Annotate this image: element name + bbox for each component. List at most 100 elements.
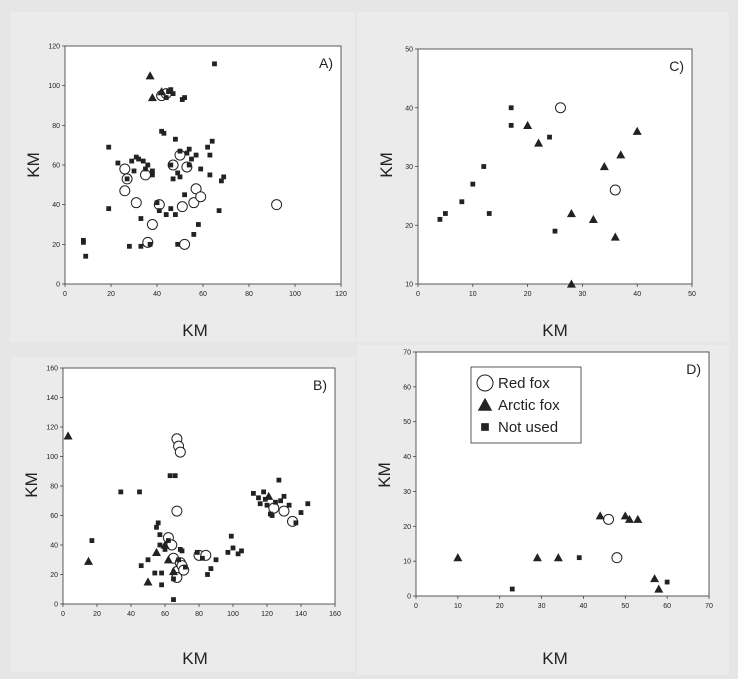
- panel-b-point-not-used: [264, 502, 270, 508]
- panel-d-x-tick-label: 40: [580, 603, 588, 610]
- panel-a-point-not-used: [175, 241, 181, 247]
- panel-c-point-red-fox: [609, 184, 621, 196]
- panel-d-point-red-fox: [611, 552, 623, 564]
- panel-d-x-tick-label: 70: [705, 603, 713, 610]
- panel-d-point-arctic-fox: [620, 511, 630, 520]
- panel-d-y-tick-label: 30: [403, 489, 411, 496]
- panel-b-y-tick-label: 160: [46, 366, 58, 373]
- panel-b-x-tick-label: 100: [227, 611, 239, 618]
- panel-c-point-not-used: [470, 181, 476, 187]
- panel-b-point-not-used: [228, 533, 234, 539]
- panel-a-label: A): [319, 55, 333, 71]
- legend-marker-red-fox: [476, 374, 494, 392]
- panel-c-y-tick-label: 40: [405, 105, 413, 112]
- panel-d-point-arctic-fox: [595, 511, 605, 520]
- panel-a-point-not-used: [163, 212, 169, 217]
- panel-b-point-not-used: [138, 563, 144, 569]
- panel-d-point-not-used: [576, 555, 582, 561]
- panel-a-point-red-fox: [179, 238, 191, 250]
- panel-a-point-not-used: [205, 144, 210, 150]
- panel-b-y-tick-label: 120: [46, 425, 58, 432]
- panel-b-point-not-used: [213, 557, 219, 563]
- panel-b-y-tick-label: 140: [46, 395, 58, 402]
- panel-b-point-red-fox: [278, 505, 290, 517]
- panel-b-point-not-used: [159, 570, 164, 576]
- panel-a-x-tick-label: 0: [63, 291, 67, 298]
- panel-d-x-tick-label: 20: [496, 603, 504, 610]
- panel-a-point-not-used: [173, 212, 178, 217]
- panel-c-point-not-used: [437, 216, 443, 222]
- panel-d-point-arctic-fox: [553, 553, 563, 562]
- panel-c-x-tick-label: 10: [469, 291, 477, 298]
- panel-a-x-axis-title: KM: [182, 321, 208, 340]
- panel-a-point-not-used: [147, 241, 153, 247]
- panel-b-point-not-used: [276, 477, 282, 483]
- panel-b-point-not-used: [137, 489, 142, 495]
- panel-d-x-tick-label: 30: [538, 603, 546, 610]
- panel-c-label: C): [669, 58, 684, 74]
- panel-b-x-tick-label: 160: [329, 611, 341, 618]
- panel-b-label: B): [313, 377, 327, 393]
- panel-a-point-not-used: [209, 138, 215, 144]
- panel-d-point-arctic-fox: [633, 514, 643, 523]
- panel-a-point-not-used: [186, 146, 192, 152]
- panel-c-point-not-used: [443, 211, 448, 216]
- panel-a-point-not-used: [177, 148, 183, 154]
- panel-b-x-tick-label: 120: [261, 611, 273, 618]
- panel-b-x-tick-label: 40: [127, 611, 135, 618]
- panel-b-x-tick-label: 20: [93, 611, 101, 618]
- panel-b-y-tick-label: 40: [50, 543, 58, 550]
- panel-b-point-not-used: [179, 548, 185, 554]
- panel-b-point-not-used: [118, 489, 124, 495]
- panel-d-y-tick-label: 0: [407, 594, 411, 601]
- panel-a-point-not-used: [127, 243, 132, 249]
- panel-a-point-not-used: [106, 144, 112, 150]
- panel-d-y-tick-label: 20: [403, 524, 411, 531]
- panel-c-plot-area: [417, 48, 693, 285]
- panel-b-point-not-used: [298, 510, 304, 515]
- panel-b-point-arctic-fox: [152, 547, 161, 556]
- legend-label-arctic-fox: Arctic fox: [498, 397, 560, 414]
- panel-a-point-not-used: [170, 176, 176, 182]
- panel-a-point-not-used: [124, 176, 130, 182]
- panel-a-point-not-used: [189, 156, 194, 162]
- panel-d-point-not-used: [664, 579, 670, 585]
- panel-c-point-arctic-fox: [599, 162, 609, 171]
- legend-marker-arctic-fox: [477, 397, 493, 411]
- panel-a-point-not-used: [221, 174, 227, 180]
- panel-a-point-not-used: [161, 130, 167, 136]
- panel-b-point-not-used: [278, 498, 283, 504]
- panel-a-point-not-used: [182, 95, 187, 100]
- panel-a-point-red-fox: [119, 185, 131, 197]
- panel-b-x-tick-label: 80: [195, 611, 203, 618]
- panel-b-y-tick-label: 0: [54, 602, 58, 609]
- panel-b-y-axis-title: KM: [22, 472, 41, 498]
- panel-a-y-tick-label: 0: [56, 282, 60, 289]
- panel-b-point-not-used: [167, 473, 173, 479]
- panel-a-point-red-fox: [119, 163, 131, 175]
- panel-a-y-tick-label: 100: [48, 83, 60, 90]
- panel-b-point-not-used: [251, 490, 256, 496]
- panel-b-point-not-used: [157, 532, 163, 538]
- panel-b-plot-area: [62, 367, 336, 605]
- panel-a-point-red-fox: [271, 199, 283, 211]
- panel-d-y-tick-label: 10: [403, 559, 411, 566]
- panel-a-x-tick-label: 120: [335, 291, 347, 298]
- panel-b-point-not-used: [273, 499, 278, 505]
- panel-d-point-arctic-fox: [624, 514, 634, 523]
- panel-b-point-not-used: [159, 582, 164, 588]
- panel-b-point-not-used: [208, 566, 214, 571]
- panel-a-point-not-used: [173, 136, 178, 142]
- panel-a-point-not-used: [150, 168, 155, 174]
- panel-b-point-not-used: [145, 557, 151, 563]
- panel-b-point-arctic-fox: [163, 555, 173, 564]
- panel-b-point-not-used: [162, 547, 168, 552]
- panel-a-point-not-used: [184, 150, 190, 156]
- panel-c-y-axis-title: KM: [377, 152, 396, 178]
- panel-a-x-tick-label: 100: [289, 291, 301, 298]
- panel-b-x-tick-label: 60: [161, 611, 169, 618]
- panel-b-point-not-used: [269, 513, 275, 518]
- panel-a-point-not-used: [143, 166, 148, 172]
- panel-d-x-tick-label: 0: [414, 603, 418, 610]
- panel-a-point-not-used: [196, 222, 201, 227]
